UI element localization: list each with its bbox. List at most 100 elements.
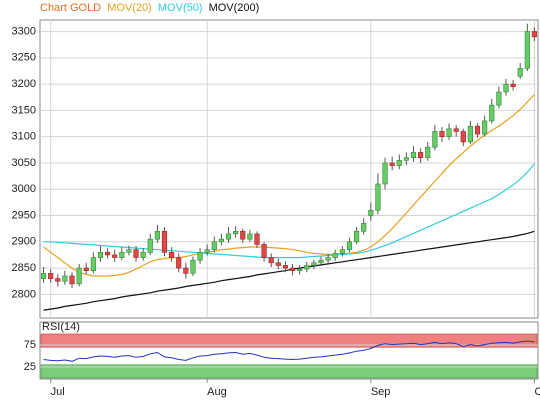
candle-body <box>474 125 481 135</box>
candle-body <box>297 268 303 271</box>
candle-body <box>361 223 367 232</box>
candle-body <box>240 230 246 240</box>
x-tick-label: Sep <box>371 386 391 398</box>
candle-body <box>225 233 232 240</box>
candle-body <box>382 162 388 185</box>
candle-body <box>339 249 345 254</box>
y-tick-label: 3050 <box>12 157 36 169</box>
candle-body <box>197 252 203 261</box>
y-tick-label: 2850 <box>12 262 36 274</box>
oversold-band <box>40 364 538 379</box>
legend-entry: MOV(50) <box>158 2 203 14</box>
candle-body <box>332 253 338 258</box>
candle-body <box>261 244 267 258</box>
candle-body <box>40 273 47 279</box>
candle-body <box>233 230 239 235</box>
candle-body <box>354 230 360 243</box>
candle-body <box>211 241 217 250</box>
candle-body <box>446 128 452 137</box>
candle-body <box>531 31 538 38</box>
candle-body <box>410 152 417 159</box>
candle-body <box>318 259 324 264</box>
candle-body <box>389 162 395 166</box>
y-tick-label: 3250 <box>12 52 36 64</box>
legend: Chart GOLD MOV(20) MOV(50) MOV(200) <box>40 2 259 14</box>
overbought-band <box>40 333 538 348</box>
y-tick-label: 3100 <box>12 131 36 143</box>
candle-body <box>460 131 466 143</box>
candle-body <box>268 257 274 264</box>
candle-body <box>126 249 132 253</box>
candle-body <box>204 249 210 253</box>
candle-body <box>169 252 175 258</box>
candle-body <box>425 146 431 159</box>
price-panel <box>39 19 539 319</box>
moving-average <box>43 230 535 311</box>
candle-body <box>467 125 473 143</box>
candle-body <box>176 257 182 269</box>
candle-body <box>368 209 374 216</box>
candle-body <box>133 249 139 258</box>
candle-body <box>510 83 516 88</box>
y-tick-label: 3300 <box>12 25 36 37</box>
candle-body <box>69 275 75 285</box>
candle-body <box>62 275 68 282</box>
candle-body <box>325 257 331 261</box>
rsi-title: RSI(14) <box>42 321 80 333</box>
candle-body <box>418 152 424 159</box>
candle-body <box>254 233 260 245</box>
candle-body <box>119 252 125 258</box>
candle-body <box>275 262 281 266</box>
candle-body <box>496 91 502 106</box>
legend-entry: MOV(200) <box>209 2 260 14</box>
candle-body <box>311 262 317 266</box>
moving-average <box>43 163 535 259</box>
candle-body <box>97 252 104 258</box>
candle-body <box>432 131 438 148</box>
candle-body <box>282 265 289 269</box>
candle-body <box>147 238 153 253</box>
candle-body <box>482 120 488 135</box>
y-tick-label: 2900 <box>12 236 36 248</box>
candle-body <box>403 157 409 161</box>
candle-body <box>218 238 224 243</box>
candle-body <box>304 265 310 270</box>
y-tick-label: 3000 <box>12 183 36 195</box>
candle-body <box>439 131 445 137</box>
candle-body <box>517 68 523 77</box>
candle-body <box>90 257 96 271</box>
rsi-line <box>43 340 535 362</box>
candle-body <box>48 273 54 279</box>
candle-body <box>190 259 196 274</box>
candle-body <box>489 104 495 122</box>
x-tick-label: Jul <box>51 386 65 398</box>
candle-body <box>76 267 82 285</box>
candle-body <box>503 83 509 93</box>
candle-body <box>453 128 459 132</box>
candle-body <box>396 160 402 166</box>
candle-body <box>112 254 118 258</box>
x-tick-label: Aug <box>207 386 227 398</box>
candle-body <box>183 267 189 274</box>
x-tick-label: O <box>534 386 540 398</box>
y-tick-label: 3150 <box>12 104 36 116</box>
candle-body <box>375 183 381 211</box>
candle-body <box>105 252 111 256</box>
y-tick-label: 75 <box>24 339 36 351</box>
candle-body <box>247 233 253 240</box>
candle-body <box>161 230 168 253</box>
candle-body <box>346 241 353 250</box>
legend-entry: MOV(20) <box>107 2 152 14</box>
chart-title: Chart GOLD <box>40 2 101 14</box>
candle-body <box>140 252 146 258</box>
candle-body <box>524 31 530 69</box>
y-tick-label: 2800 <box>12 288 36 300</box>
y-tick-label: 3200 <box>12 78 36 90</box>
candle-body <box>289 267 296 271</box>
candle-body <box>154 230 160 240</box>
candle-body <box>83 267 89 271</box>
y-tick-label: 25 <box>24 361 36 373</box>
candle-body <box>55 278 61 282</box>
y-tick-label: 2950 <box>12 209 36 221</box>
